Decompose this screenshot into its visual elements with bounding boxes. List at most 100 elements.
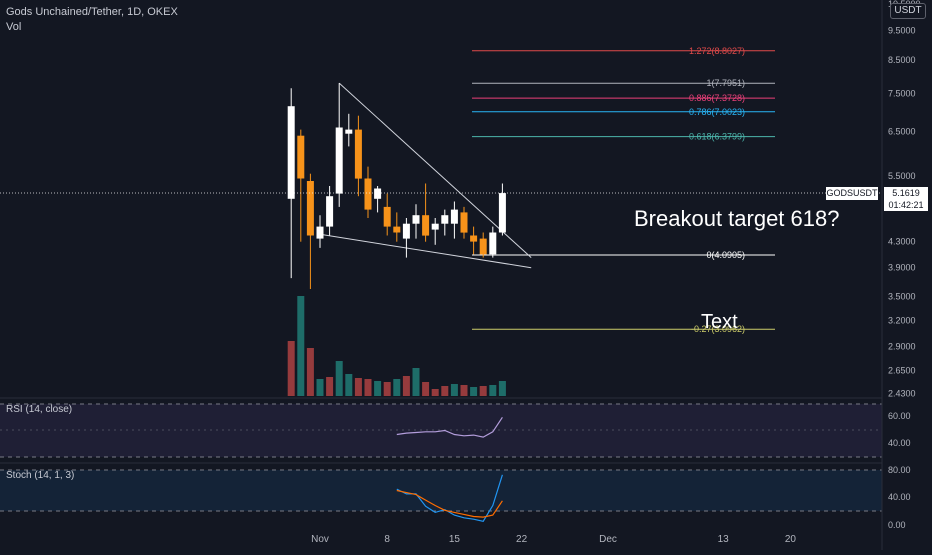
price-tick-label: 2.4300: [888, 389, 916, 399]
stoch-band: [0, 470, 882, 511]
candle-body: [441, 215, 449, 224]
rsi-tick-60: 60.00: [888, 411, 911, 421]
price-tick-label: 6.5000: [888, 127, 916, 137]
stoch-title: Stoch (14, 1, 3): [6, 470, 74, 481]
candle-body: [287, 106, 295, 199]
fib-layer: 1.272(8.8027) 1(7.7951) 0.886(7.3728) 0.786…: [472, 46, 775, 334]
trendline-lower: [319, 233, 532, 269]
volume-bar: [374, 381, 382, 396]
candle-body: [326, 196, 334, 227]
time-tick-label: Nov: [311, 534, 329, 545]
price-tick-label: 8.5000: [888, 55, 916, 65]
time-tick-label: 13: [718, 534, 730, 545]
fib-level-label: -0.27(3.0962): [691, 324, 745, 334]
chart-title: Gods Unchained/Tether, 1D, OKEX: [6, 6, 178, 18]
fib-level-label: 0.786(7.0023): [689, 107, 745, 117]
currency-badge[interactable]: USDT: [890, 3, 926, 19]
candle-body: [364, 178, 372, 210]
stoch-tick-80: 80.00: [888, 465, 911, 475]
candle-body: [345, 129, 353, 134]
candle-body: [479, 238, 487, 255]
candle-body: [383, 206, 391, 227]
last-price-box: 5.1619 01:42:21: [884, 187, 928, 211]
price-tick-label: 2.6500: [888, 366, 916, 376]
volume-bar: [297, 296, 305, 396]
volume-bar: [422, 382, 430, 396]
price-tick-label: 2.9000: [888, 342, 916, 352]
volume-bar: [412, 368, 420, 396]
candle-body: [297, 135, 305, 179]
fib-level-label: 0.886(7.3728): [689, 93, 745, 103]
rsi-title: RSI (14, close): [6, 404, 72, 415]
time-tick-label: 8: [384, 534, 390, 545]
price-tick-label: 4.3000: [888, 237, 916, 247]
last-price-value: 5.1619: [892, 188, 920, 198]
rsi-line: [396, 416, 503, 438]
volume-bar: [287, 341, 295, 396]
candle-body: [335, 127, 343, 194]
candle-body: [498, 193, 506, 233]
time-tick-label: 20: [785, 534, 797, 545]
candle-body: [374, 188, 382, 199]
volume-bar: [431, 389, 439, 396]
price-tick-label: 3.9000: [888, 263, 916, 273]
volume-bar: [479, 386, 487, 396]
candle-body: [460, 212, 468, 233]
candle-body: [306, 181, 314, 236]
stoch-d-line: [396, 489, 503, 518]
price-tick-label: 7.5000: [888, 89, 916, 99]
candle-layer: [287, 83, 506, 289]
volume-bar: [335, 361, 343, 396]
candle-body: [450, 209, 458, 224]
volume-layer: [287, 296, 506, 396]
volume-bar: [450, 384, 458, 396]
volume-bar: [489, 385, 497, 396]
fib-level-label: 0.618(6.3799): [689, 132, 745, 142]
volume-bar: [470, 387, 478, 396]
candle-body: [412, 215, 420, 224]
rsi-layer: [396, 416, 503, 438]
time-scale-layer: Nov 8 15 22 Dec 13 20: [311, 534, 796, 545]
stoch-tick-40: 40.00: [888, 492, 911, 502]
stoch-layer: [396, 474, 503, 522]
price-tick-label: 9.5000: [888, 26, 916, 36]
volume-bar: [316, 379, 324, 396]
volume-bar: [306, 348, 314, 396]
candle-body: [393, 226, 401, 233]
symbol-price-tag: GODSUSDT: [826, 187, 878, 200]
volume-bar: [354, 378, 362, 396]
time-tick-label: 15: [449, 534, 461, 545]
volume-bar: [393, 379, 401, 396]
breakout-annotation[interactable]: Breakout target 618?: [634, 206, 840, 231]
candle-body: [470, 235, 478, 242]
rsi-tick-40: 40.00: [888, 438, 911, 448]
volume-bar: [383, 382, 391, 396]
volume-bar: [326, 377, 334, 396]
candle-body: [316, 226, 324, 239]
candle-body: [354, 129, 362, 179]
time-tick-label: 22: [516, 534, 528, 545]
price-tick-label: 5.5000: [888, 171, 916, 181]
price-tick-label: 3.5000: [888, 292, 916, 302]
price-tick-label: 3.2000: [888, 315, 916, 325]
volume-bar: [498, 381, 506, 396]
time-tick-label: Dec: [599, 534, 617, 545]
volume-bar: [402, 376, 410, 396]
fib-level-label: 1(7.7951): [706, 78, 745, 88]
candle-body: [431, 223, 439, 230]
volume-bar: [364, 379, 372, 396]
text-annotation[interactable]: Text: [701, 311, 738, 333]
candle-body: [402, 223, 410, 239]
fib-level-label: 1.272(8.8027): [689, 46, 745, 56]
volume-bar: [345, 374, 353, 396]
fib-level-label: 0(4.0905): [706, 250, 745, 260]
volume-label: Vol: [6, 21, 22, 33]
stoch-tick-0: 0.00: [888, 520, 906, 530]
volume-bar: [441, 386, 449, 396]
candle-body: [489, 232, 497, 255]
bar-countdown: 01:42:21: [888, 200, 924, 210]
volume-bar: [460, 385, 468, 396]
